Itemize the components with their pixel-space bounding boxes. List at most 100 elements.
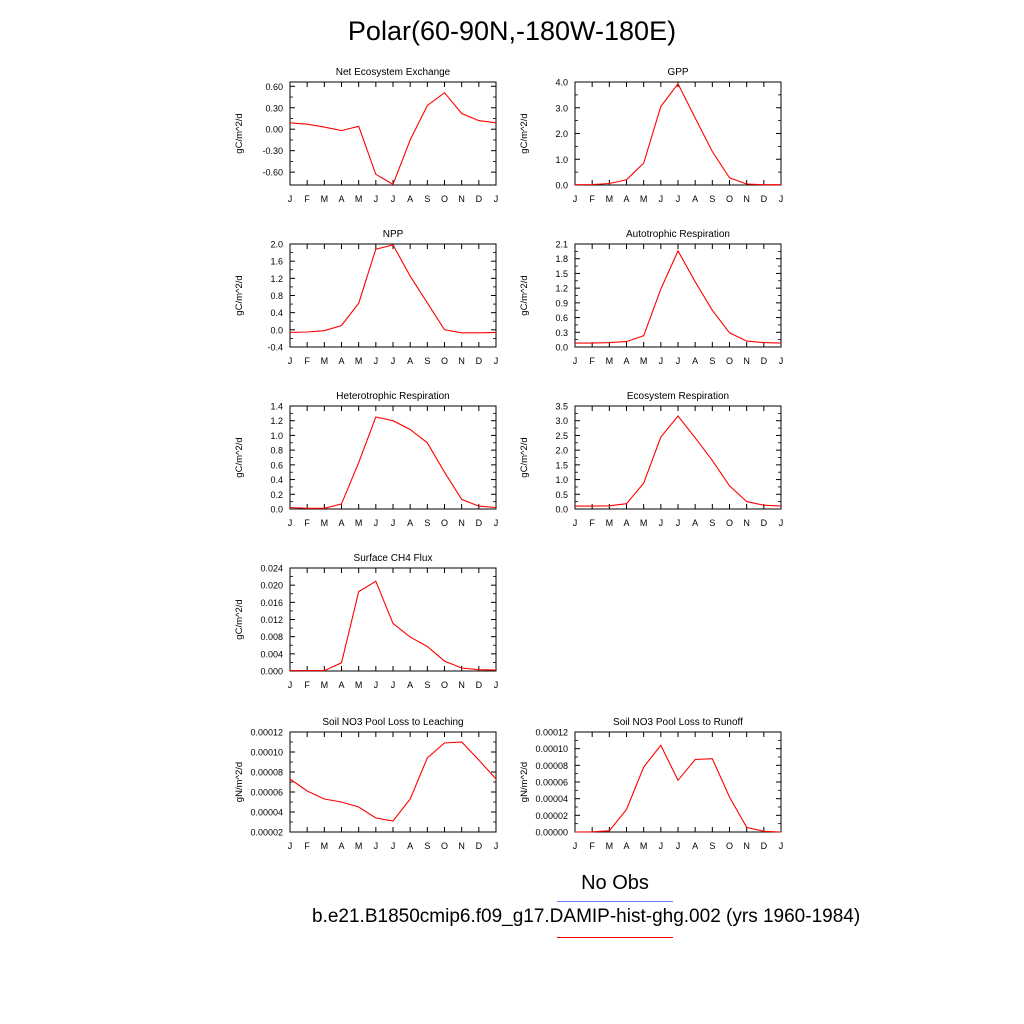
- x-tick-label: J: [573, 841, 578, 851]
- x-tick-label: J: [779, 518, 784, 528]
- x-tick-label: M: [321, 518, 329, 528]
- y-tick-label: 0.9: [555, 298, 568, 308]
- x-tick-label: A: [407, 356, 413, 366]
- y-axis-label: gC/m^2/d: [234, 437, 245, 477]
- y-tick-label: 2.1: [555, 240, 568, 250]
- y-tick-label: 1.2: [555, 284, 568, 294]
- x-tick-label: M: [355, 518, 363, 528]
- y-axis-label: gN/m^2/d: [234, 762, 245, 802]
- y-tick-label: 0.4: [270, 475, 283, 485]
- y-tick-label: -0.4: [267, 343, 283, 353]
- x-tick-label: N: [458, 356, 465, 366]
- legend-obs-label: No Obs: [581, 872, 649, 894]
- series-line: [289, 244, 497, 334]
- chart-panel: Ecosystem Respiration 0.0 0.5 1.0 1.5 2.0 2.5 3…: [519, 391, 783, 528]
- x-tick-label: A: [692, 518, 698, 528]
- x-tick-label: A: [623, 841, 629, 851]
- y-tick-label: 0.00000: [535, 828, 568, 838]
- y-tick-label: 0.016: [260, 598, 283, 608]
- plot-frame: [289, 567, 497, 672]
- x-tick-label: A: [338, 518, 344, 528]
- panel-title: NPP: [383, 229, 404, 240]
- series-line: [290, 580, 497, 672]
- x-tick-label: A: [338, 680, 344, 690]
- x-tick-label: J: [494, 518, 499, 528]
- x-tick-label: M: [321, 680, 329, 690]
- x-tick-label: J: [659, 356, 664, 366]
- chart-panel: Surface CH4 Flux 0.000 0.004 0.008 0.012 0.01…: [234, 553, 498, 690]
- panel-title: Autotrophic Respiration: [626, 229, 730, 240]
- y-tick-label: 1.4: [270, 402, 283, 412]
- x-tick-label: M: [606, 194, 614, 204]
- y-tick-label: 4.0: [555, 78, 568, 88]
- y-tick-label: 0.00: [265, 125, 283, 135]
- y-tick-label: 0.000: [260, 667, 283, 677]
- x-tick-label: N: [458, 518, 465, 528]
- plot-frame: [574, 81, 782, 186]
- x-tick-label: O: [441, 518, 448, 528]
- panel-title: Ecosystem Respiration: [627, 391, 729, 402]
- x-tick-label: J: [288, 680, 293, 690]
- y-tick-label: 0.008: [260, 632, 283, 642]
- series-line: [289, 416, 497, 509]
- panel-title: Surface CH4 Flux: [354, 553, 433, 564]
- x-tick-label: J: [391, 356, 396, 366]
- y-axis-label: gC/m^2/d: [234, 599, 245, 639]
- x-tick-label: N: [743, 518, 750, 528]
- x-tick-label: D: [476, 194, 483, 204]
- y-tick-label: 0.5: [555, 490, 568, 500]
- x-tick-label: N: [458, 841, 465, 851]
- y-tick-label: 0.024: [260, 564, 283, 574]
- y-tick-label: 0.6: [555, 313, 568, 323]
- panel-title: Soil NO3 Pool Loss to Leaching: [322, 717, 463, 728]
- y-tick-label: 0.3: [555, 328, 568, 338]
- x-tick-label: M: [321, 841, 329, 851]
- plot-frame: [574, 243, 782, 348]
- x-tick-label: O: [441, 680, 448, 690]
- y-tick-label: 0.8: [270, 291, 283, 301]
- x-tick-label: S: [424, 841, 430, 851]
- y-tick-label: 0.60: [265, 82, 283, 92]
- x-tick-label: S: [709, 194, 715, 204]
- y-tick-label: 3.0: [555, 416, 568, 426]
- series-line: [574, 744, 782, 833]
- x-tick-label: A: [623, 356, 629, 366]
- x-tick-label: F: [304, 518, 310, 528]
- y-tick-label: -0.30: [262, 146, 283, 156]
- x-tick-label: O: [726, 356, 733, 366]
- x-tick-label: M: [640, 356, 648, 366]
- y-tick-label: 1.0: [555, 475, 568, 485]
- y-axis-label: gC/m^2/d: [234, 113, 245, 153]
- x-tick-label: M: [606, 518, 614, 528]
- x-tick-label: D: [761, 841, 768, 851]
- x-tick-label: J: [288, 841, 293, 851]
- x-tick-label: J: [374, 841, 379, 851]
- y-tick-label: 0.00006: [535, 778, 568, 788]
- x-tick-label: A: [338, 194, 344, 204]
- y-tick-label: 0.020: [260, 581, 283, 591]
- x-tick-label: A: [407, 194, 413, 204]
- x-tick-label: J: [374, 356, 379, 366]
- x-tick-label: A: [338, 356, 344, 366]
- chart-panel: Soil NO3 Pool Loss to Runoff 0.00000 0.000…: [519, 717, 783, 851]
- x-tick-label: A: [623, 194, 629, 204]
- x-tick-label: S: [709, 518, 715, 528]
- x-tick-label: J: [288, 518, 293, 528]
- y-tick-label: 0.00008: [535, 761, 568, 771]
- y-tick-label: 0.30: [265, 103, 283, 113]
- y-tick-label: 1.0: [555, 155, 568, 165]
- x-tick-label: A: [407, 518, 413, 528]
- x-tick-label: S: [424, 680, 430, 690]
- x-tick-label: A: [692, 194, 698, 204]
- x-tick-label: F: [304, 841, 310, 851]
- x-tick-label: M: [640, 841, 648, 851]
- x-tick-label: D: [476, 841, 483, 851]
- y-tick-label: 0.0: [555, 181, 568, 191]
- y-tick-label: 0.00006: [250, 788, 283, 798]
- y-tick-label: 1.2: [270, 416, 283, 426]
- y-tick-label: 0.0: [270, 505, 283, 515]
- y-tick-label: 3.5: [555, 402, 568, 412]
- x-tick-label: J: [374, 194, 379, 204]
